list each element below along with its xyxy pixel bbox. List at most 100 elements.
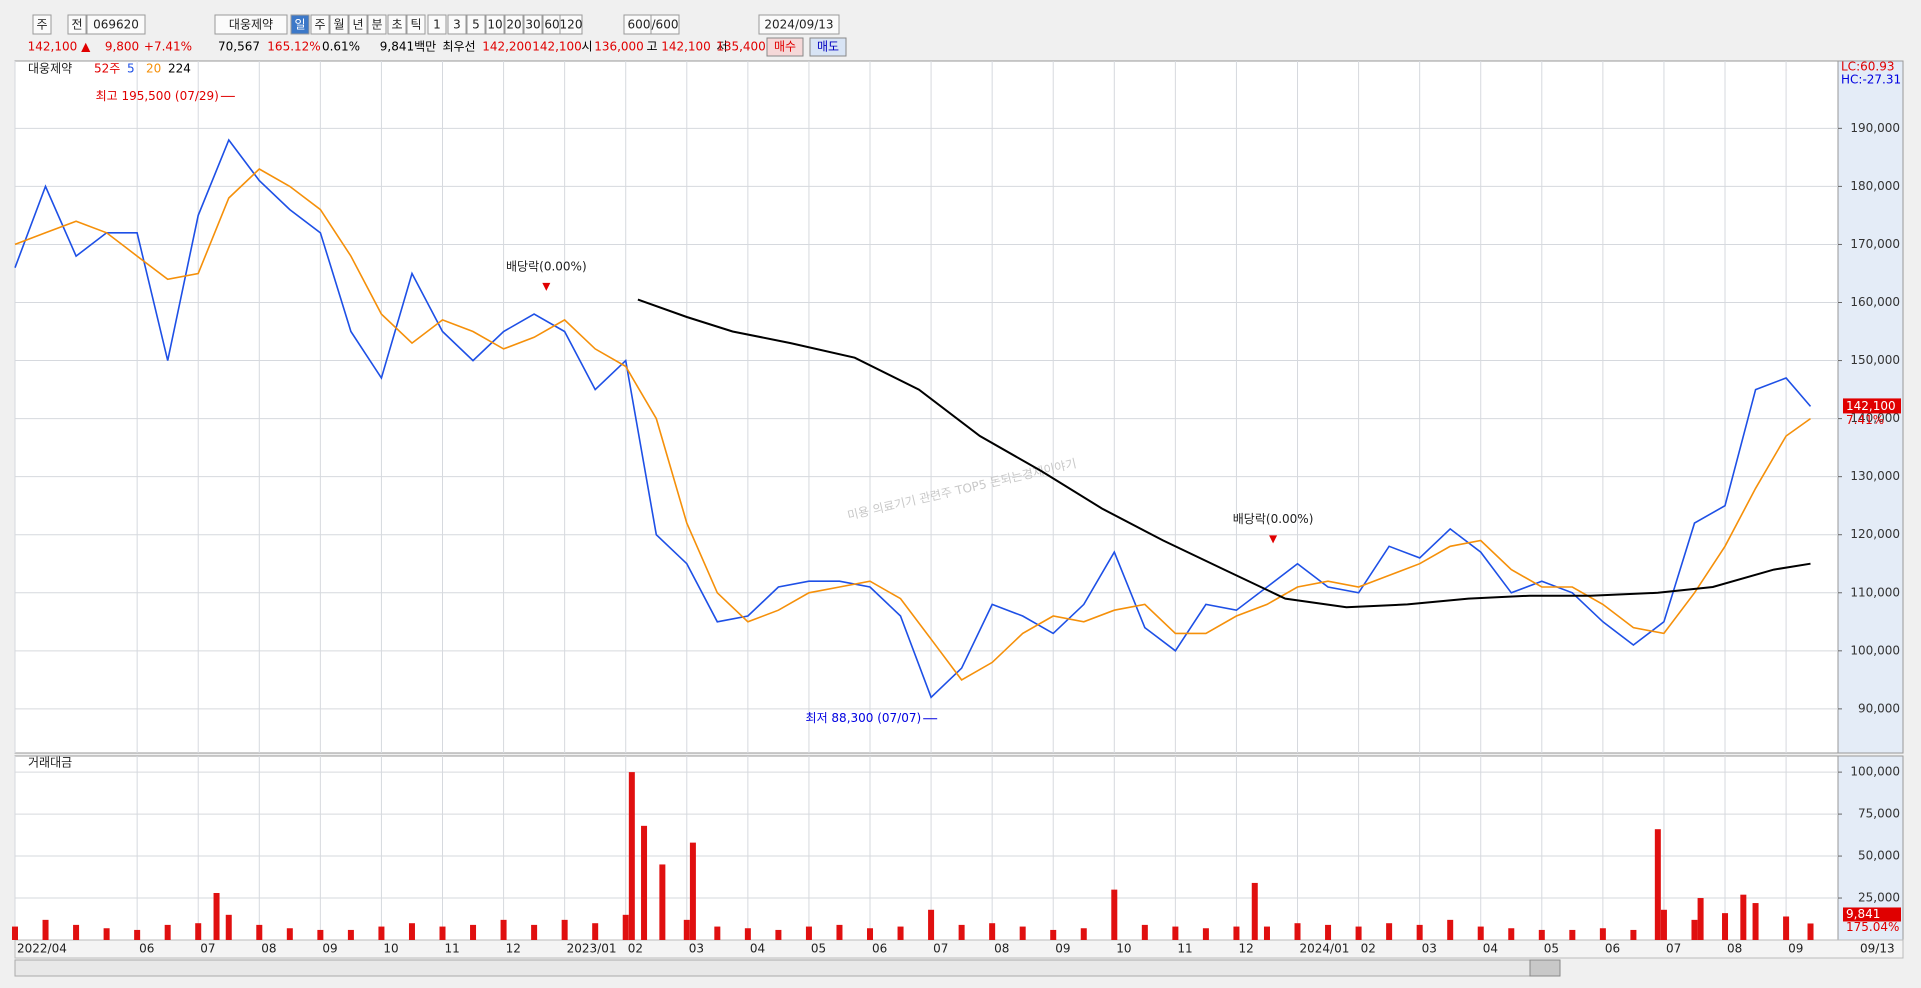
toolbar-button[interactable] [348, 14, 368, 35]
x-tick-label: 07 [200, 942, 215, 956]
toolbar-label[interactable]: 1 [433, 18, 441, 32]
annotation: 최저 88,300 (07/07) [806, 711, 922, 725]
volume-bar [1202, 928, 1209, 940]
toolbar-label[interactable]: 2024/09/13 [764, 18, 833, 32]
volume-bar [500, 919, 507, 940]
hc-label: HC:-27.31 [1841, 73, 1901, 87]
scrollbar[interactable] [14, 959, 1536, 977]
y-tick-label: 50,000 [1858, 849, 1900, 863]
toolbar-button[interactable] [504, 14, 524, 35]
toolbar-label[interactable]: 년 [352, 18, 363, 32]
volume-bar [1630, 929, 1637, 940]
legend-entry: 5 [127, 62, 135, 76]
volume-bar [1050, 929, 1057, 940]
volume-bar [659, 864, 666, 940]
volume-bar [12, 926, 18, 940]
toolbar-label[interactable]: 일 [294, 18, 305, 32]
toolbar-button[interactable] [523, 14, 543, 35]
toolbar-label[interactable]: 틱 [410, 18, 421, 32]
toolbar-label[interactable]: 초 [391, 18, 402, 32]
toolbar-label[interactable]: 주 [314, 18, 325, 32]
toolbar-button[interactable] [758, 14, 840, 35]
toolbar-label[interactable]: 600 [628, 18, 651, 32]
toolbar-label[interactable]: 069620 [93, 18, 139, 32]
volume-bar [1251, 882, 1258, 940]
toolbar-button[interactable] [559, 14, 583, 35]
x-tick-label: 03 [1422, 942, 1437, 956]
legend-entry: 224 [168, 62, 191, 76]
volume-bar [1654, 829, 1661, 940]
volume-bar [164, 924, 171, 940]
y-tick-label: 100,000 [1850, 765, 1900, 779]
toolbar-label[interactable]: 월 [333, 18, 344, 32]
toolbar-button[interactable] [32, 14, 52, 35]
toolbar-label[interactable]: 전 [71, 18, 82, 32]
toolbar-button[interactable] [447, 14, 467, 35]
volume-bar [1538, 929, 1545, 940]
legend-period: 52주 [94, 62, 120, 76]
toolbar-label[interactable]: 3 [453, 18, 461, 32]
toolbar-label[interactable]: 5 [472, 18, 480, 32]
x-tick-label: 2022/04 [17, 942, 67, 956]
info-value[interactable]: 매수 [774, 40, 796, 54]
toolbar-button[interactable] [310, 14, 330, 35]
volume-bar [1263, 926, 1270, 940]
order-button[interactable] [809, 37, 847, 57]
toolbar-label[interactable]: 분 [371, 18, 382, 32]
volume-bar [378, 926, 385, 940]
x-tick-label: 04 [1483, 942, 1498, 956]
y-tick-label: 190,000 [1850, 121, 1900, 135]
toolbar-label[interactable]: 30 [525, 18, 540, 32]
toolbar-button[interactable] [290, 14, 310, 35]
price-panel [14, 60, 1839, 754]
volume-bar [195, 923, 202, 940]
y-tick-label: 160,000 [1850, 295, 1900, 309]
toolbar-label[interactable]: 주 [36, 18, 47, 32]
volume-bar [867, 928, 874, 940]
toolbar-label[interactable]: 10 [487, 18, 502, 32]
x-tick-label: 10 [1116, 942, 1131, 956]
toolbar-button[interactable] [329, 14, 349, 35]
volume-bar [689, 842, 696, 940]
toolbar-label[interactable]: 60 [544, 18, 559, 32]
x-tick-label: 07 [933, 942, 948, 956]
toolbar-button[interactable] [650, 14, 680, 35]
info-value: 9,800 [105, 40, 139, 54]
toolbar-button[interactable] [86, 14, 146, 35]
toolbar-button[interactable] [427, 14, 447, 35]
ma-line [14, 138, 1812, 699]
volume-bar [928, 909, 935, 940]
x-tick-label: 08 [1727, 942, 1742, 956]
annotation: 배당락(0.00%) [1233, 512, 1314, 526]
toolbar-button[interactable] [466, 14, 486, 35]
volume-bar [1660, 909, 1667, 940]
volume-bar [561, 919, 568, 940]
toolbar-button[interactable] [367, 14, 387, 35]
info-value[interactable]: 매도 [817, 40, 839, 54]
toolbar-button[interactable] [406, 14, 426, 35]
x-tick-label: 06 [872, 942, 887, 956]
scroll-thumb[interactable] [1529, 959, 1561, 977]
toolbar-button[interactable] [387, 14, 407, 35]
toolbar-button[interactable] [485, 14, 505, 35]
info-value: 142,100 [532, 40, 582, 54]
toolbar-label[interactable]: 20 [506, 18, 521, 32]
toolbar-label[interactable]: /600 [652, 18, 679, 32]
ma-line [14, 168, 1811, 681]
price-tag-label: 142,100 [1846, 399, 1896, 413]
volume-bar [897, 926, 904, 940]
order-button[interactable] [766, 37, 804, 57]
toolbar-button[interactable] [67, 14, 87, 35]
toolbar-label[interactable]: 120 [560, 18, 583, 32]
volume-bar [836, 924, 843, 940]
volume-bar [775, 929, 782, 940]
change-label: 7.41% [1846, 413, 1884, 427]
info-value: 0.61% [322, 40, 360, 54]
toolbar-label[interactable]: 대웅제약 [229, 17, 273, 32]
toolbar-button[interactable] [214, 14, 288, 35]
volume-bar [256, 924, 263, 940]
volume-bar [531, 924, 538, 940]
volume-bar [1325, 924, 1332, 940]
